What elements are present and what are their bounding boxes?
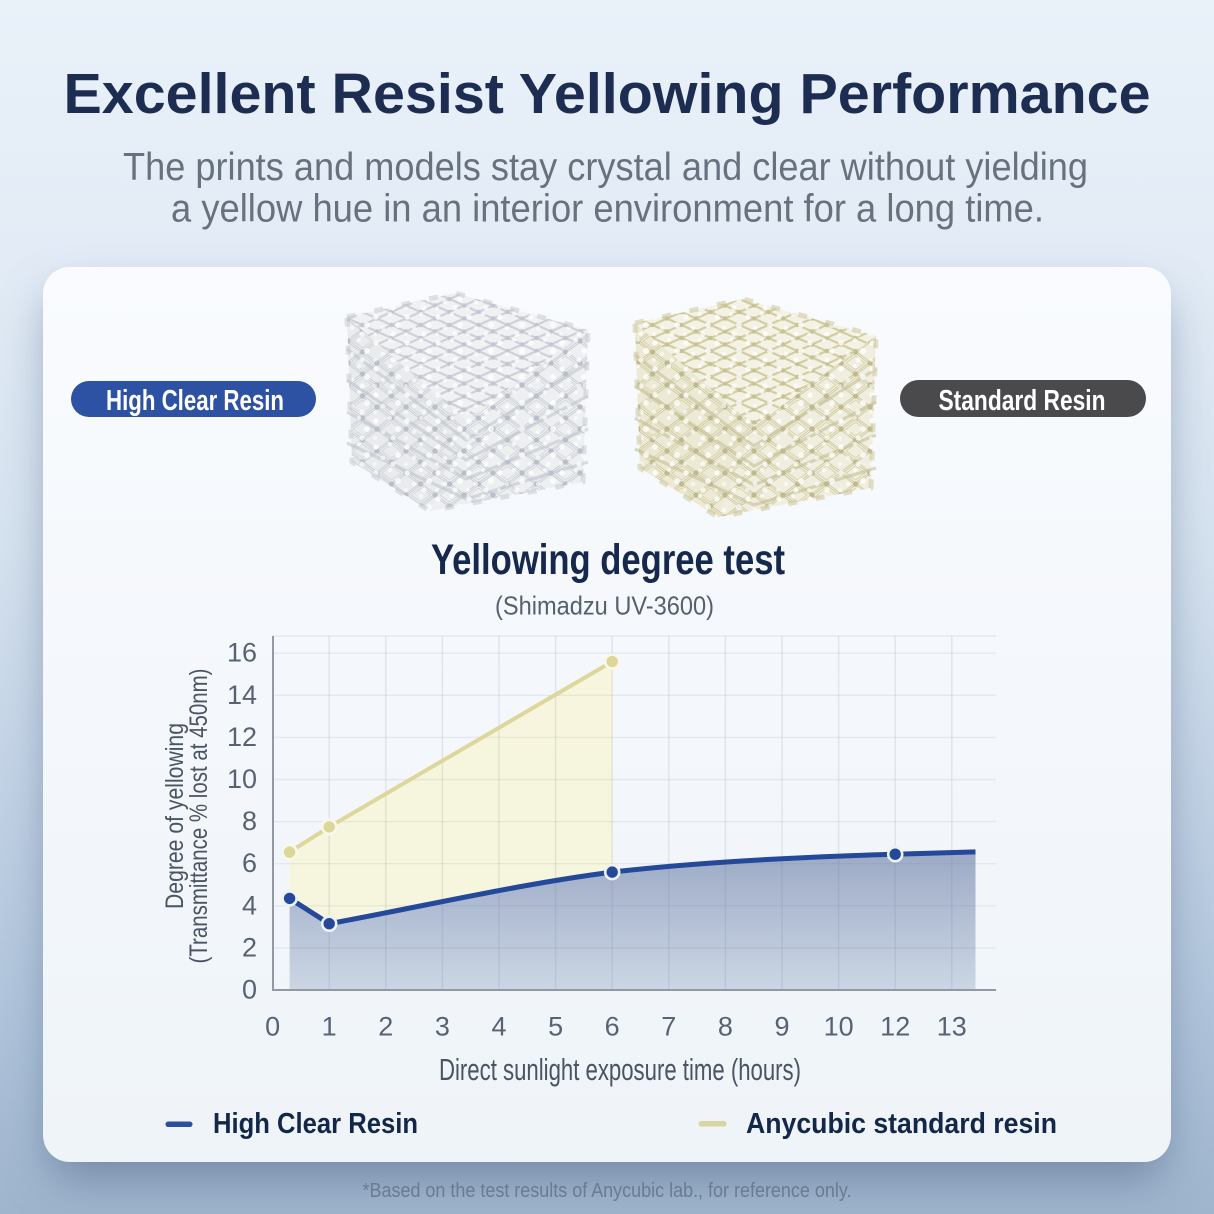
svg-text:10: 10	[824, 1012, 854, 1042]
svg-text:3: 3	[435, 1012, 450, 1042]
svg-text:a yellow hue in an interior en: a yellow hue in an interior environment …	[171, 188, 1044, 231]
svg-text:1: 1	[322, 1012, 337, 1042]
svg-text:0: 0	[265, 1012, 280, 1042]
svg-text:10: 10	[227, 764, 257, 794]
svg-text:9: 9	[774, 1012, 789, 1042]
svg-text:2: 2	[242, 932, 257, 962]
svg-text:(Shimadzu UV-3600): (Shimadzu UV-3600)	[495, 591, 714, 621]
svg-text:16: 16	[227, 638, 257, 668]
svg-text:Degree of yellowing: Degree of yellowing	[161, 723, 189, 909]
svg-text:2: 2	[378, 1012, 393, 1042]
svg-text:5: 5	[548, 1012, 563, 1042]
svg-text:12: 12	[227, 722, 257, 752]
svg-text:Yellowing degree test: Yellowing degree test	[431, 536, 785, 584]
svg-text:0: 0	[242, 975, 257, 1005]
svg-text:4: 4	[242, 890, 257, 920]
svg-text:The prints and models stay cry: The prints and models stay crystal and c…	[123, 146, 1088, 189]
svg-text:8: 8	[242, 806, 257, 836]
svg-text:Direct sunlight exposure time: Direct sunlight exposure time (hours)	[439, 1052, 801, 1087]
svg-text:High Clear Resin: High Clear Resin	[213, 1108, 418, 1140]
svg-text:8: 8	[718, 1012, 733, 1042]
svg-text:High Clear Resin: High Clear Resin	[106, 385, 284, 417]
svg-text:7: 7	[661, 1012, 676, 1042]
svg-text:(Transmittance % lost at 450nm: (Transmittance % lost at 450nm)	[185, 669, 213, 964]
svg-text:12: 12	[880, 1012, 910, 1042]
svg-text:4: 4	[491, 1012, 506, 1042]
svg-text:6: 6	[605, 1012, 620, 1042]
svg-text:13: 13	[937, 1012, 967, 1042]
svg-text:Excellent Resist Yellowing Per: Excellent Resist Yellowing Performance	[64, 62, 1151, 126]
svg-text:*Based on the test results of: *Based on the test results of Anycubic l…	[363, 1180, 852, 1202]
svg-text:14: 14	[227, 680, 257, 710]
svg-text:6: 6	[242, 848, 257, 878]
svg-text:Anycubic standard resin: Anycubic standard resin	[746, 1108, 1057, 1140]
svg-text:Standard Resin: Standard Resin	[939, 385, 1106, 417]
